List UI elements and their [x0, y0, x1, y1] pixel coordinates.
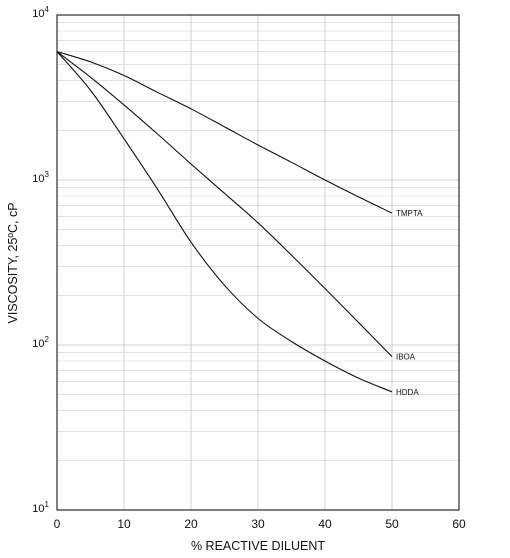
y-tick-exponent: 1 — [45, 500, 50, 509]
x-tick-label: 20 — [184, 517, 198, 531]
series-label-hdda: HDDA — [396, 388, 419, 397]
y-tick-label: 103 — [32, 170, 49, 185]
y-tick-exponent: 3 — [45, 170, 50, 179]
x-axis-label: % REACTIVE DILUENT — [191, 539, 325, 553]
y-tick-label: 104 — [32, 5, 49, 20]
plot-frame — [56, 14, 460, 511]
y-tick-label: 101 — [32, 500, 49, 515]
y-tick-base: 10 — [32, 173, 44, 185]
x-tick-label: 40 — [318, 517, 332, 531]
x-tick-label: 60 — [452, 517, 466, 531]
y-tick-exponent: 2 — [45, 335, 50, 344]
y-tick-label: 102 — [32, 335, 49, 350]
series-label-tmpta: TMPTA — [396, 209, 423, 218]
series-line-iboa — [56, 51, 393, 358]
grid — [57, 15, 459, 510]
series-labels: TMPTA IBOA HDDA — [396, 209, 423, 397]
y-axis-label: VISCOSITY, 25ºC, cP — [6, 202, 20, 323]
x-tick-label: 0 — [54, 517, 61, 531]
series-line-hdda — [56, 51, 393, 393]
y-tick-exponent: 4 — [45, 5, 50, 14]
y-tick-base: 10 — [32, 503, 44, 515]
y-tick-base: 10 — [32, 338, 44, 350]
series-lines — [56, 51, 393, 393]
x-tick-label: 30 — [251, 517, 265, 531]
series-label-iboa: IBOA — [396, 353, 416, 362]
x-tick-label: 50 — [385, 517, 399, 531]
series-line-tmpta — [56, 51, 393, 214]
x-tick-label: 10 — [117, 517, 131, 531]
y-tick-base: 10 — [32, 8, 44, 20]
